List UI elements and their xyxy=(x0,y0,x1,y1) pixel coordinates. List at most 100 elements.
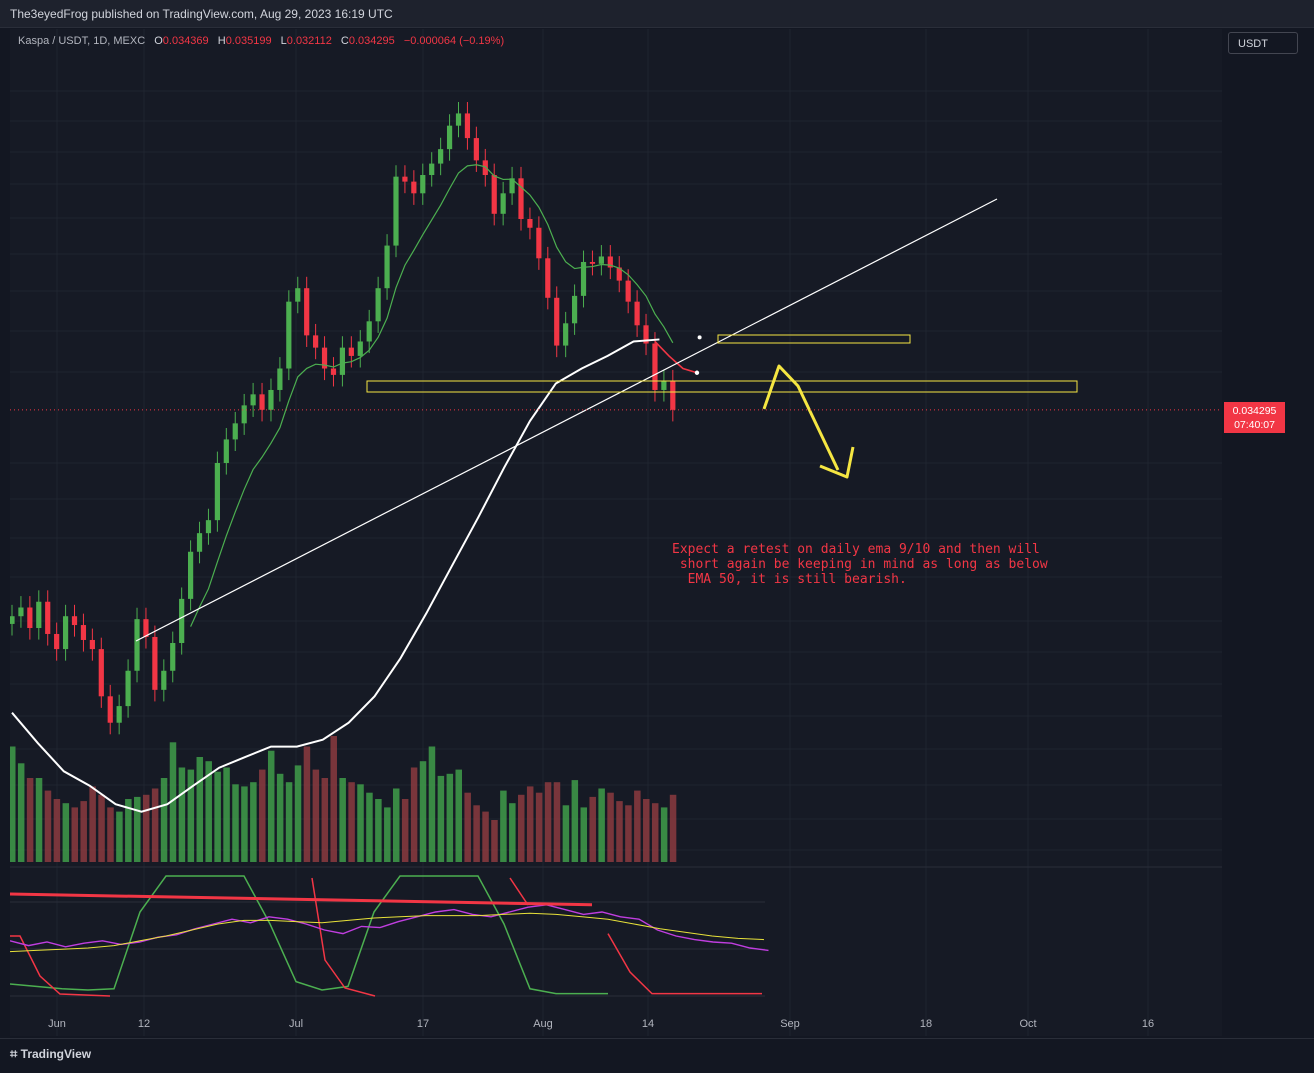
volume-bar xyxy=(10,746,16,862)
volume-bar xyxy=(44,790,52,862)
candle-body xyxy=(330,368,337,375)
candle-body xyxy=(616,267,622,281)
candle-body xyxy=(500,193,506,214)
candle-body xyxy=(45,601,51,634)
candle-body xyxy=(161,670,167,690)
candle-body xyxy=(402,176,408,182)
volume-bar xyxy=(643,799,650,862)
candle-body xyxy=(491,175,497,214)
volume-bar xyxy=(312,769,320,862)
chart-canvas[interactable]: 0.0520000.0500000.0480000.0460000.044000… xyxy=(10,29,1222,1036)
forecast-arrowhead-icon xyxy=(819,446,855,479)
tradingview-logo-icon: ⌗ xyxy=(10,1046,18,1061)
close-value: 0.034295 xyxy=(348,35,395,47)
candle-body xyxy=(125,670,131,707)
volume-bar xyxy=(160,778,168,862)
date-axis-label: Aug xyxy=(533,1018,553,1030)
open-value: 0.034369 xyxy=(162,35,209,47)
chart-area[interactable]: 0.0520000.0500000.0480000.0460000.044000… xyxy=(10,29,1222,1036)
candle-body xyxy=(223,439,229,463)
date-axis-label: 17 xyxy=(417,1018,429,1030)
rsi-signal-line xyxy=(10,912,765,953)
candle-body xyxy=(36,601,42,629)
candle-body xyxy=(384,245,390,289)
volume-bar xyxy=(509,803,516,862)
candle-body xyxy=(554,297,560,346)
annotation-text[interactable]: Expect a retest on daily ema 9/10 and th… xyxy=(672,542,1048,587)
candle-body xyxy=(357,341,363,356)
ema-50-line xyxy=(11,338,660,813)
volume-bar xyxy=(625,805,632,862)
candle-body xyxy=(598,256,604,264)
candle-body xyxy=(152,636,158,690)
volume-bar xyxy=(276,773,284,862)
stochastic-line xyxy=(10,875,608,995)
volume-bar xyxy=(80,801,87,862)
candle-body xyxy=(170,643,176,671)
change-value: −0.000064 (−0.19%) xyxy=(403,35,505,47)
stochastic-red-line xyxy=(509,877,529,906)
date-axis-label: Jun xyxy=(48,1018,66,1030)
volume-bar xyxy=(401,799,409,862)
volume-bar xyxy=(26,778,34,862)
volume-bar xyxy=(348,782,355,862)
candle-body xyxy=(348,347,354,356)
volume-bar xyxy=(446,773,454,862)
candle-body xyxy=(89,639,95,650)
symbol-name[interactable]: Kaspa / USDT, 1D, MEXC xyxy=(18,35,146,47)
candle-body xyxy=(295,288,301,302)
resistance-zone-box xyxy=(717,334,911,344)
candle-body xyxy=(652,343,658,390)
candle-body xyxy=(313,335,319,348)
candle-body xyxy=(80,625,87,640)
volume-bar xyxy=(616,801,623,862)
candle-body xyxy=(268,389,274,410)
volume-bar xyxy=(17,763,25,862)
candle-body xyxy=(446,125,453,150)
annotation-line: Expect a retest on daily ema 9/10 and th… xyxy=(672,542,1040,557)
candle-body xyxy=(509,178,515,194)
volume-bar xyxy=(518,794,525,862)
candle-body xyxy=(607,256,613,268)
date-axis-label: 18 xyxy=(920,1018,932,1030)
date-axis-label: 14 xyxy=(642,1018,654,1030)
volume-bar xyxy=(464,792,471,862)
support-zone-box xyxy=(366,380,1078,393)
low-label: L xyxy=(280,35,287,47)
volume-bar xyxy=(285,782,293,862)
volume-bar xyxy=(473,805,480,862)
volume-bar xyxy=(142,794,150,862)
volume-bar xyxy=(660,807,668,862)
candle-body xyxy=(214,463,220,521)
volume-bar xyxy=(589,796,596,862)
tradingview-logo[interactable]: ⌗ TradingView xyxy=(10,1046,91,1062)
candle-body xyxy=(339,347,346,375)
volume-bar xyxy=(53,799,61,862)
date-axis-label: 12 xyxy=(138,1018,150,1030)
candle-body xyxy=(18,607,24,617)
annotation-line: EMA 50, it is still bearish. xyxy=(672,572,907,587)
volume-bar xyxy=(151,788,159,862)
volume-bar xyxy=(607,792,614,862)
rsi-trendline xyxy=(10,892,593,907)
volume-bar xyxy=(107,807,114,862)
candle-body xyxy=(250,394,256,406)
volume-bar xyxy=(134,796,141,862)
ema-endpoint xyxy=(697,335,702,340)
currency-button[interactable]: USDT xyxy=(1228,32,1298,54)
volume-bar xyxy=(634,790,641,862)
candle-body xyxy=(188,551,194,599)
forecast-arrow-path xyxy=(762,364,840,471)
candle-body xyxy=(429,163,435,176)
volume-bar xyxy=(303,746,311,862)
volume-bar xyxy=(357,784,364,862)
candle-body xyxy=(54,633,60,650)
volume-bar xyxy=(669,794,677,862)
volume-bar xyxy=(392,788,400,862)
volume-bar xyxy=(544,782,552,862)
last-price-label: 0.034295 07:40:07 xyxy=(1224,402,1285,433)
volume-bar xyxy=(62,803,70,862)
candle-body xyxy=(366,321,372,342)
candle-body xyxy=(277,368,283,390)
low-value: 0.032112 xyxy=(286,35,332,47)
